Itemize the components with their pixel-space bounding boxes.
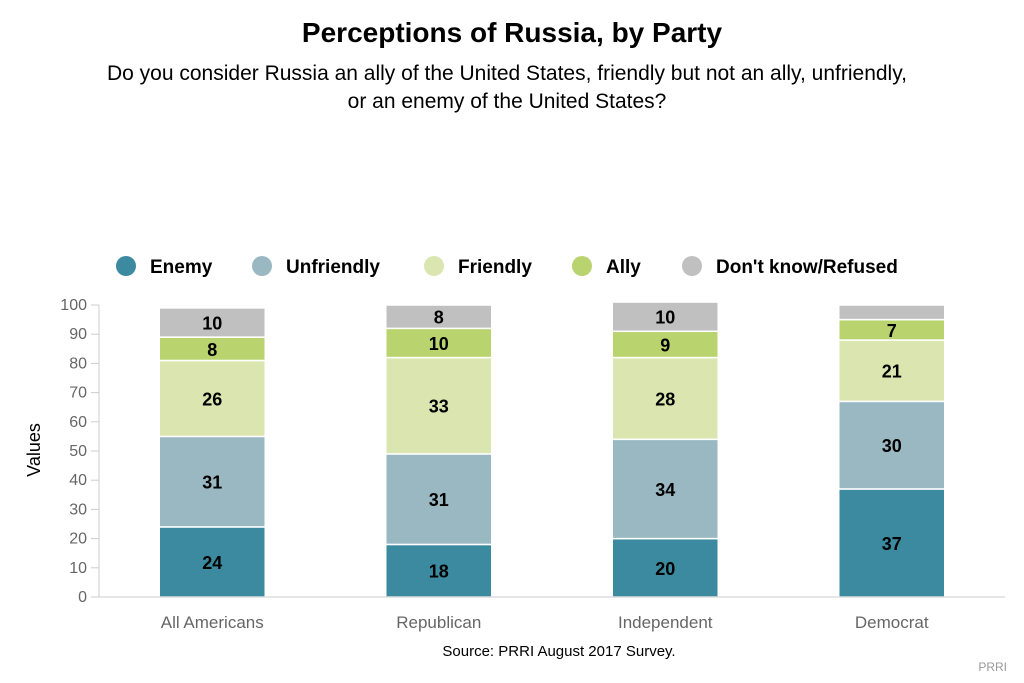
y-tick-label: 40 bbox=[69, 472, 87, 489]
chart-subtitle-line-1: Do you consider Russia an ally of the Un… bbox=[107, 62, 907, 85]
credit-label: PRRI bbox=[978, 660, 1007, 674]
data-labels: 24 31 26 8 10 18 31 33 10 8 20 34 28 9 10 37 30 21 7 bbox=[202, 308, 902, 582]
legend-label: Don't know/Refused bbox=[716, 257, 898, 278]
bar-segment-don-t-know-refused-all-americans bbox=[158, 307, 266, 338]
bar-segment-don-t-know-refused-democrat bbox=[838, 304, 946, 321]
data-label-enemy-all-americans: 24 bbox=[202, 553, 222, 573]
data-label-enemy-republican: 18 bbox=[429, 562, 449, 582]
data-label-don-t-know-refused-independent: 10 bbox=[655, 308, 675, 328]
data-label-enemy-democrat: 37 bbox=[882, 534, 902, 554]
legend-label: Friendly bbox=[458, 257, 532, 278]
legend-label: Unfriendly bbox=[286, 257, 380, 278]
legend: Enemy Unfriendly Friendly Ally Don't know/Re… bbox=[116, 256, 898, 278]
bar-segment-unfriendly-independent bbox=[611, 438, 719, 540]
y-tick-label: 20 bbox=[69, 531, 87, 548]
legend-swatch bbox=[252, 256, 272, 276]
data-label-ally-all-americans: 8 bbox=[207, 340, 217, 360]
y-axis: 0 10 20 30 40 50 60 70 80 90 100 bbox=[60, 297, 100, 606]
bar-segment-don-t-know-refused-independent bbox=[611, 301, 719, 333]
y-tick-label: 70 bbox=[69, 385, 87, 402]
data-label-friendly-democrat: 21 bbox=[882, 362, 902, 382]
data-label-don-t-know-refused-all-americans: 10 bbox=[202, 314, 222, 334]
data-label-unfriendly-independent: 34 bbox=[655, 480, 675, 500]
bar-segment-enemy-independent bbox=[611, 537, 719, 598]
data-label-ally-independent: 9 bbox=[660, 335, 670, 355]
legend-label: Enemy bbox=[150, 257, 213, 278]
legend-item-don-t-know-refused[interactable]: Don't know/Refused bbox=[682, 256, 898, 278]
data-label-friendly-republican: 33 bbox=[429, 397, 449, 417]
legend-label: Ally bbox=[606, 257, 641, 278]
chart-subtitle-line-2: or an enemy of the United States? bbox=[348, 90, 667, 113]
data-label-unfriendly-democrat: 30 bbox=[882, 436, 902, 456]
bar-segment-unfriendly-republican bbox=[385, 453, 493, 546]
x-category-label: Independent bbox=[618, 613, 713, 632]
bar-segment-don-t-know-refused-republican bbox=[385, 304, 493, 330]
y-tick-label: 100 bbox=[60, 297, 87, 314]
data-label-ally-democrat: 7 bbox=[887, 321, 897, 341]
bar-segment-ally-republican bbox=[385, 327, 493, 359]
y-tick-label: 0 bbox=[78, 589, 87, 606]
bar-segment-unfriendly-democrat bbox=[838, 400, 946, 490]
bar-segment-friendly-democrat bbox=[838, 339, 946, 403]
legend-item-friendly[interactable]: Friendly bbox=[424, 256, 532, 278]
legend-item-ally[interactable]: Ally bbox=[572, 256, 641, 278]
x-category-label: Democrat bbox=[855, 613, 929, 632]
legend-swatch bbox=[572, 256, 592, 276]
legend-item-enemy[interactable]: Enemy bbox=[116, 256, 213, 278]
bar-segment-ally-independent bbox=[611, 330, 719, 359]
y-tick-label: 30 bbox=[69, 501, 87, 518]
legend-item-unfriendly[interactable]: Unfriendly bbox=[252, 256, 380, 278]
bar-segment-enemy-all-americans bbox=[158, 526, 266, 598]
bar-segment-friendly-independent bbox=[611, 356, 719, 441]
y-tick-label: 90 bbox=[69, 326, 87, 343]
x-axis: All Americans Republican Independent Democr… bbox=[99, 596, 1005, 632]
bars bbox=[158, 301, 946, 598]
y-axis-title: Values bbox=[24, 423, 44, 477]
data-label-friendly-independent: 28 bbox=[655, 389, 675, 409]
data-label-ally-republican: 10 bbox=[429, 334, 449, 354]
x-category-label: All Americans bbox=[161, 613, 264, 632]
data-label-unfriendly-all-americans: 31 bbox=[202, 473, 222, 493]
y-tick-label: 80 bbox=[69, 355, 87, 372]
data-label-enemy-independent: 20 bbox=[655, 559, 675, 579]
chart-title: Perceptions of Russia, by Party bbox=[302, 17, 723, 48]
y-tick-label: 50 bbox=[69, 443, 87, 460]
legend-swatch bbox=[424, 256, 444, 276]
y-tick-label: 10 bbox=[69, 560, 87, 577]
data-label-don-t-know-refused-republican: 8 bbox=[434, 308, 444, 328]
source-note: Source: PRRI August 2017 Survey. bbox=[442, 643, 675, 660]
legend-swatch bbox=[116, 256, 136, 276]
y-tick-label: 60 bbox=[69, 414, 87, 431]
x-category-label: Republican bbox=[396, 613, 481, 632]
data-label-friendly-all-americans: 26 bbox=[202, 389, 222, 409]
bar-segment-enemy-democrat bbox=[838, 488, 946, 598]
legend-swatch bbox=[682, 256, 702, 276]
data-label-unfriendly-republican: 31 bbox=[429, 490, 449, 510]
